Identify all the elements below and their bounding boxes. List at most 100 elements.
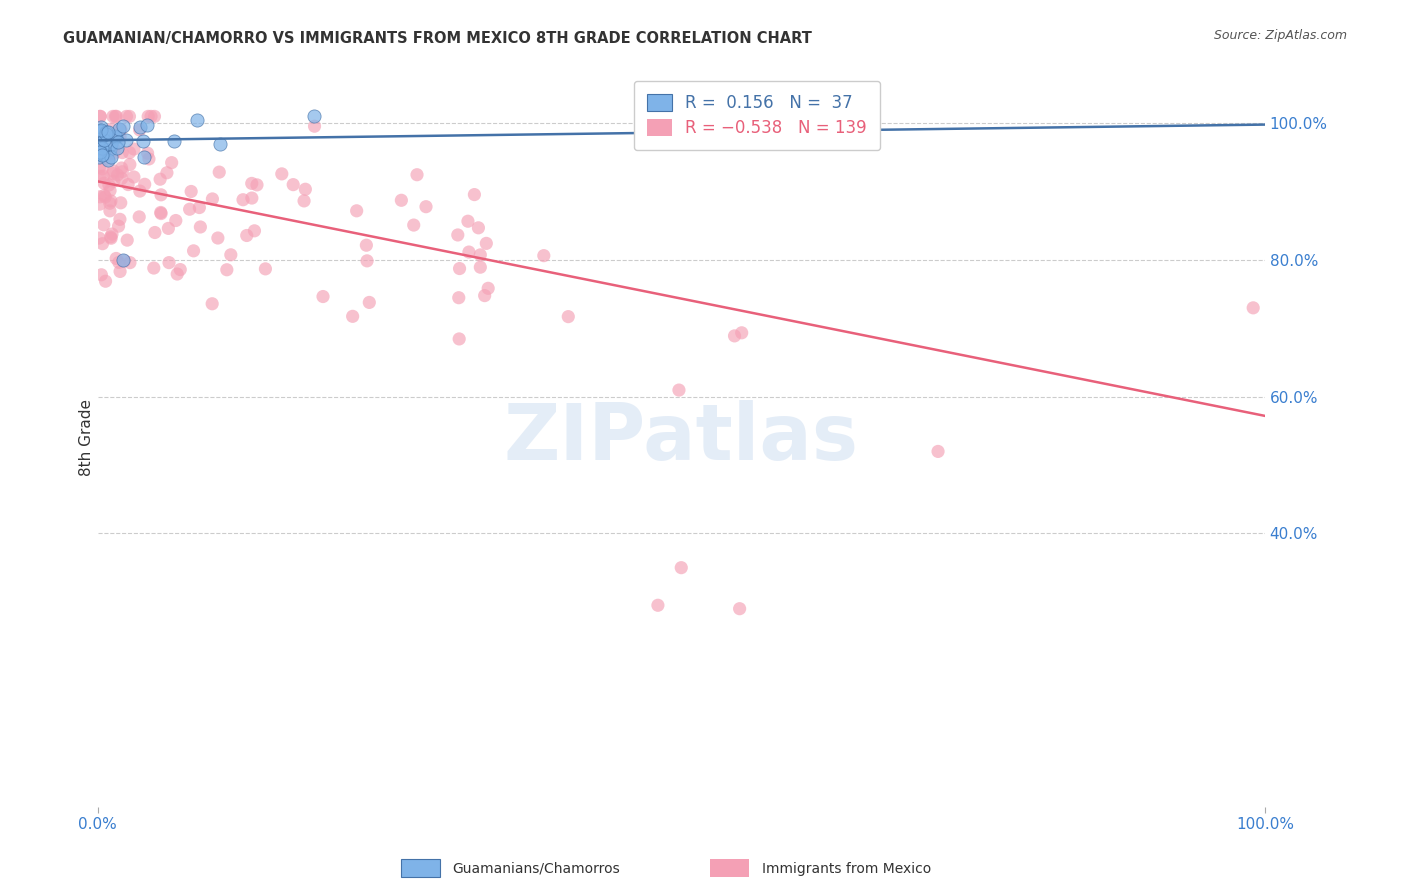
- Point: [112, 120, 135, 134]
- Point: [415, 200, 437, 214]
- Point: [100, 142, 122, 156]
- Point: [91, 169, 114, 183]
- Point: [110, 161, 132, 175]
- Point: [115, 109, 138, 123]
- Point: [118, 145, 141, 160]
- Point: [118, 109, 141, 123]
- Point: [91, 146, 114, 161]
- Point: [98, 196, 121, 211]
- Point: [458, 245, 481, 260]
- Point: [103, 141, 125, 155]
- Point: [156, 166, 179, 180]
- Point: [356, 238, 378, 252]
- Point: [87, 141, 110, 155]
- Point: [89, 132, 111, 146]
- Point: [157, 221, 180, 235]
- Point: [447, 291, 470, 305]
- Point: [110, 122, 132, 136]
- Point: [533, 249, 555, 263]
- Point: [115, 233, 138, 247]
- Point: [105, 129, 128, 144]
- Point: [207, 231, 229, 245]
- Point: [302, 109, 325, 123]
- Point: [150, 206, 173, 220]
- Point: [723, 329, 745, 343]
- Point: [93, 132, 115, 146]
- Point: [139, 109, 162, 123]
- Point: [463, 187, 485, 202]
- Point: [89, 123, 111, 137]
- Point: [122, 142, 145, 156]
- Point: [162, 134, 184, 148]
- Point: [160, 155, 183, 169]
- Point: [342, 310, 364, 324]
- Point: [89, 231, 111, 245]
- Point: [87, 139, 110, 153]
- Point: [98, 184, 121, 198]
- Point: [134, 178, 156, 192]
- Point: [97, 153, 120, 168]
- Point: [128, 184, 150, 198]
- Point: [97, 178, 120, 192]
- Point: [346, 203, 368, 218]
- Point: [128, 210, 150, 224]
- Point: [93, 146, 115, 161]
- Point: [89, 129, 111, 144]
- Point: [110, 195, 132, 210]
- Point: [94, 274, 117, 288]
- Point: [89, 109, 111, 123]
- Point: [97, 153, 120, 167]
- Point: [89, 145, 111, 160]
- Point: [91, 141, 114, 155]
- Text: ZIPatlas: ZIPatlas: [503, 400, 859, 475]
- Point: [389, 194, 412, 208]
- Point: [118, 157, 141, 171]
- Point: [107, 219, 129, 234]
- Point: [668, 383, 690, 397]
- Point: [165, 213, 187, 227]
- Point: [157, 255, 180, 269]
- Point: [111, 252, 134, 267]
- Point: [294, 182, 316, 196]
- Point: [114, 133, 136, 147]
- Point: [107, 168, 129, 182]
- Point: [190, 219, 212, 234]
- Point: [132, 150, 155, 164]
- Point: [215, 262, 238, 277]
- Text: Guamanians/Chamorros: Guamanians/Chamorros: [453, 862, 620, 876]
- Point: [98, 146, 121, 161]
- Point: [557, 310, 579, 324]
- Point: [93, 218, 115, 232]
- Point: [169, 262, 191, 277]
- Point: [927, 444, 949, 458]
- Point: [243, 224, 266, 238]
- Point: [101, 167, 124, 181]
- Point: [108, 255, 131, 269]
- Point: [447, 227, 470, 242]
- Point: [474, 288, 496, 302]
- Point: [138, 152, 160, 166]
- Point: [402, 218, 425, 232]
- Point: [235, 228, 257, 243]
- Point: [87, 150, 110, 164]
- Point: [105, 109, 128, 123]
- Point: [312, 289, 335, 303]
- Point: [117, 178, 139, 192]
- Point: [457, 214, 479, 228]
- Point: [105, 141, 128, 155]
- Point: [143, 109, 166, 123]
- Point: [304, 119, 326, 133]
- Point: [89, 160, 111, 174]
- Point: [647, 599, 669, 613]
- Point: [104, 128, 127, 143]
- Point: [166, 267, 188, 281]
- Point: [89, 136, 111, 151]
- Point: [114, 253, 136, 268]
- Point: [100, 136, 122, 151]
- Point: [475, 236, 498, 251]
- Point: [470, 260, 492, 275]
- Point: [91, 236, 114, 251]
- Point: [142, 260, 165, 275]
- Point: [132, 134, 155, 148]
- Point: [201, 192, 224, 206]
